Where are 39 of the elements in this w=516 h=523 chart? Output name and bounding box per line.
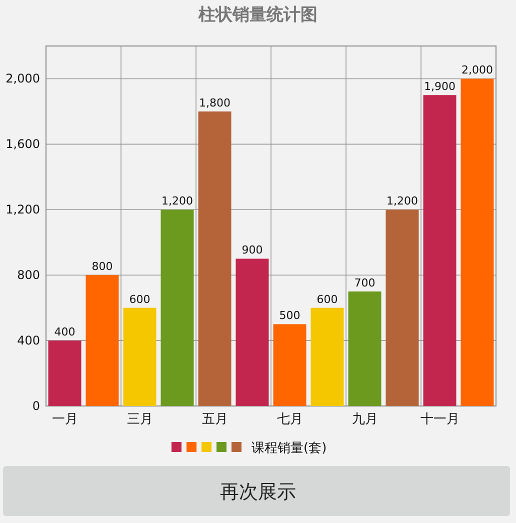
bar [198,111,232,406]
data-label: 1,900 [424,80,456,94]
bar [423,95,456,406]
bar [123,308,156,406]
x-tick-label: 一月 [52,412,78,427]
bar [348,291,382,406]
button: 再次展示 [3,466,510,516]
bar [160,210,194,406]
bar [460,78,494,406]
x-tick-label: 五月 [202,412,228,427]
data-label: 2,000 [462,64,493,77]
data-label: 1,800 [199,96,230,110]
bar [236,258,269,406]
x-tick-label: 三月 [126,412,153,427]
data-label: 900 [242,244,263,257]
y-tick-label: 800 [17,268,40,282]
legend-label: 课程销量(套) [252,441,327,456]
x-tick-label: 十一月 [420,412,460,427]
x-tick-label: 七月 [276,412,303,427]
y-tick-label: 1,200 [6,202,40,217]
bar [86,275,119,406]
data-label: 1,200 [162,194,193,208]
bar [386,210,419,406]
data-label: 600 [316,292,338,306]
chart-title: 柱状销量统计图 [198,5,318,25]
bar [48,340,82,406]
data-label: 700 [354,276,376,290]
data-label: 400 [54,326,76,339]
x-tick-label: 九月 [352,412,378,427]
y-tick-label: 2,000 [6,72,40,86]
y-tick-label: 1,600 [6,137,40,152]
y-tick-label: 0 [32,399,40,413]
data-label: 1,200 [386,194,418,208]
bar [273,324,306,406]
data-label: 800 [92,260,113,274]
bar [310,308,344,406]
y-tick-label: 400 [17,334,40,348]
data-label: 500 [279,309,300,322]
data-label: 600 [129,292,150,306]
